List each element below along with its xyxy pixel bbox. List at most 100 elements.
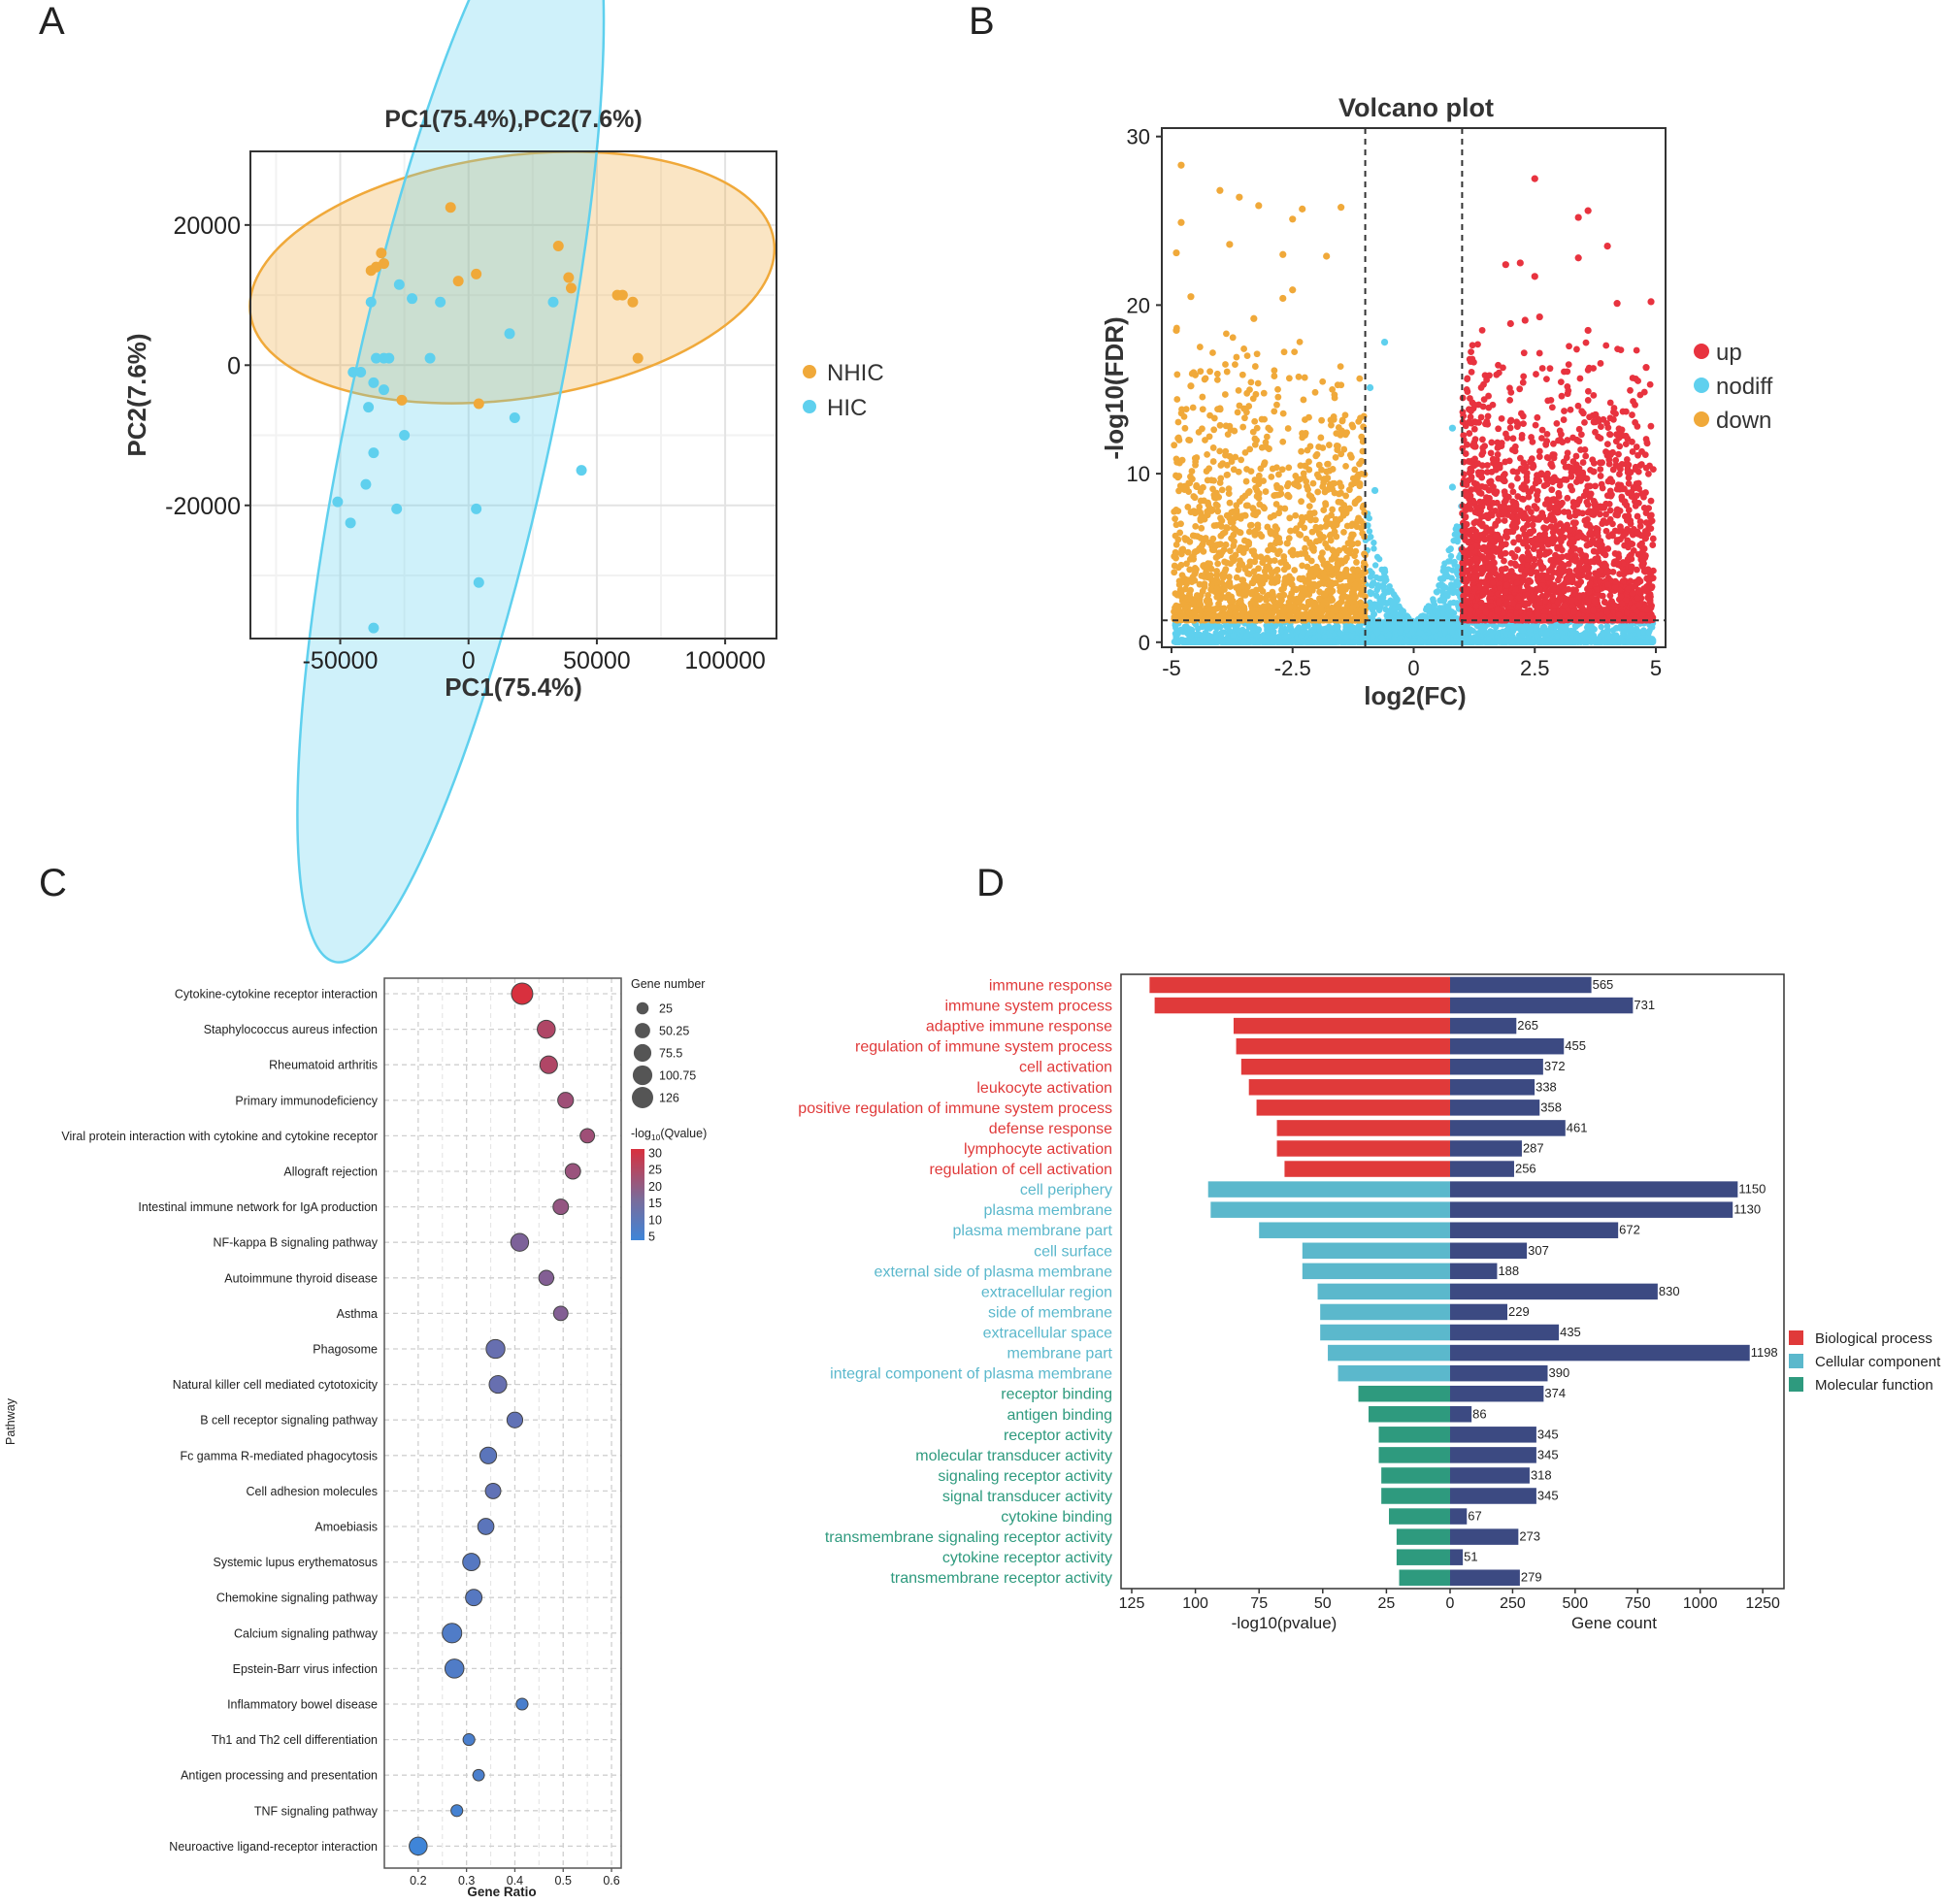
volcano-point-nodiff	[1571, 622, 1579, 630]
pca-point-hic	[504, 328, 515, 340]
volcano-point-down	[1260, 389, 1268, 397]
volcano-point-nodiff	[1447, 552, 1455, 560]
volcano-point-down	[1216, 521, 1224, 528]
pca-x-tick-label: 50000	[563, 647, 631, 674]
volcano-point-nodiff	[1586, 638, 1594, 645]
pca-chart: -50000 0 50000 100000-20000020000PC1(75.4%)…	[122, 0, 884, 964]
volcano-point-down	[1353, 523, 1361, 531]
volcano-point-down	[1351, 498, 1359, 506]
volcano-point-nodiff	[1617, 625, 1625, 632]
volcano-point-nodiff	[1348, 633, 1355, 640]
volcano-point-nodiff	[1335, 639, 1342, 645]
volcano-point-down	[1314, 488, 1322, 496]
volcano-point-down	[1284, 425, 1292, 432]
volcano-point-down	[1285, 375, 1293, 382]
volcano-point-nodiff	[1465, 638, 1472, 645]
volcano-point-down	[1332, 454, 1339, 461]
volcano-point-down	[1319, 549, 1326, 557]
volcano-point-nodiff	[1378, 634, 1385, 641]
volcano-point-down	[1353, 559, 1360, 566]
volcano-point-down	[1184, 548, 1192, 556]
volcano-point-down	[1172, 455, 1180, 463]
volcano-point-nodiff	[1187, 629, 1194, 637]
volcano-point-down	[1242, 477, 1250, 485]
panel-label-b: B	[969, 0, 995, 43]
volcano-point-down	[1273, 566, 1281, 574]
volcano-point-down	[1291, 527, 1299, 535]
volcano-point-down	[1329, 612, 1336, 620]
volcano-point-down	[1243, 389, 1251, 397]
volcano-point-down	[1239, 423, 1247, 431]
volcano-point-down	[1357, 414, 1364, 422]
volcano-point-down	[1327, 416, 1335, 424]
volcano-point-down	[1218, 572, 1226, 579]
volcano-point-down	[1264, 554, 1271, 562]
volcano-point-nodiff	[1619, 638, 1627, 645]
volcano-point-nodiff	[1454, 564, 1462, 571]
volcano-point-down	[1213, 370, 1221, 378]
volcano-point-nodiff	[1562, 626, 1568, 634]
volcano-point-nodiff	[1370, 545, 1377, 552]
volcano-point-down	[1279, 438, 1287, 445]
volcano-point-down	[1245, 528, 1253, 536]
pca-point-hic	[355, 367, 367, 378]
volcano-point-down	[1229, 509, 1237, 515]
volcano-point-nodiff	[1430, 598, 1437, 605]
volcano-point-down	[1301, 524, 1308, 532]
volcano-point-down	[1246, 445, 1254, 453]
volcano-point-down	[1174, 418, 1182, 426]
volcano-point-down	[1279, 410, 1287, 417]
volcano-point-nodiff	[1379, 594, 1387, 602]
volcano-point-down	[1297, 531, 1304, 539]
volcano-point-down	[1333, 430, 1340, 438]
volcano-point-down	[1287, 611, 1295, 619]
volcano-point-down	[1209, 458, 1217, 465]
volcano-point-down	[1250, 547, 1257, 555]
volcano-point-down	[1254, 379, 1262, 387]
volcano-point-nodiff	[1254, 632, 1261, 639]
volcano-point-down	[1322, 500, 1329, 508]
volcano-point-nodiff	[1385, 631, 1393, 639]
volcano-point-down	[1185, 436, 1192, 443]
volcano-point-down	[1320, 476, 1328, 482]
volcano-point-down	[1337, 506, 1345, 513]
volcano-point-nodiff	[1370, 540, 1377, 546]
volcano-point-down	[1311, 388, 1319, 396]
volcano-point-nodiff	[1314, 622, 1322, 629]
volcano-point-nodiff	[1410, 638, 1418, 644]
volcano-point-down	[1275, 592, 1283, 600]
pca-x-axis-label: PC1(75.4%)	[445, 673, 582, 702]
volcano-point-nodiff	[1411, 621, 1418, 629]
volcano-point-down	[1213, 502, 1221, 509]
volcano-point-down	[1286, 514, 1294, 522]
volcano-point-down	[1187, 595, 1195, 603]
volcano-point-nodiff	[1574, 634, 1581, 640]
volcano-point-down	[1192, 522, 1200, 530]
volcano-point-nodiff	[1626, 632, 1634, 639]
volcano-point-down	[1358, 433, 1366, 441]
pca-point-nhic	[565, 282, 577, 294]
volcano-point-down	[1183, 580, 1190, 588]
volcano-point-nodiff	[1609, 639, 1616, 645]
volcano-point-down	[1317, 524, 1325, 531]
volcano-point-nodiff	[1226, 627, 1233, 635]
volcano-point-down	[1207, 508, 1215, 514]
volcano-point-down	[1337, 450, 1345, 458]
volcano-point-down	[1299, 517, 1306, 525]
volcano-point-down	[1172, 507, 1180, 513]
volcano-point-down	[1222, 594, 1230, 602]
volcano-point-down	[1302, 416, 1308, 423]
volcano-point-down	[1185, 609, 1193, 616]
volcano-point-down	[1348, 481, 1355, 488]
volcano-point-nodiff	[1368, 582, 1375, 589]
volcano-point-down	[1351, 580, 1359, 588]
pca-point-hic	[471, 503, 482, 514]
volcano-point-down	[1235, 468, 1242, 476]
volcano-point-nodiff	[1428, 612, 1436, 620]
volcano-point-nodiff	[1447, 545, 1454, 553]
volcano-point-nodiff	[1185, 639, 1193, 645]
volcano-point-down	[1349, 573, 1357, 579]
volcano-point-down	[1329, 506, 1337, 513]
volcano-point-nodiff	[1403, 637, 1410, 643]
volcano-point-down	[1197, 516, 1205, 524]
